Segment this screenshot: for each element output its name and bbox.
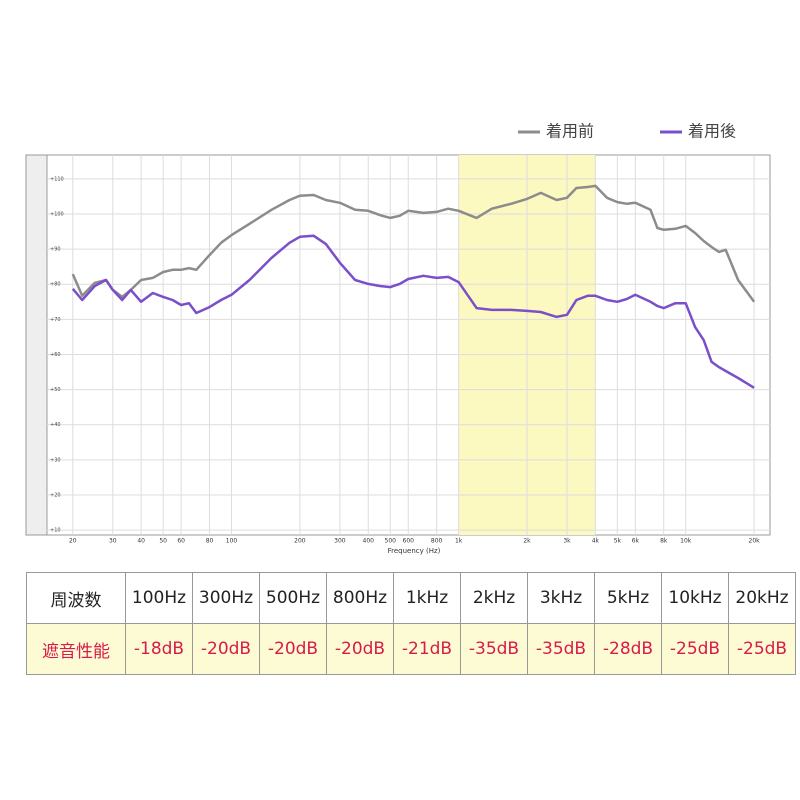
plot-frame xyxy=(25,154,771,536)
x-tick-label: 80 xyxy=(206,538,214,545)
x-tick-label: 5k xyxy=(614,538,622,545)
y-tick-label: +70 xyxy=(50,317,61,323)
y-tick-label: +100 xyxy=(50,212,64,218)
series-line xyxy=(71,234,755,389)
x-tick-label: 1k xyxy=(455,538,463,545)
x-tick-label: 800 xyxy=(431,538,443,545)
x-tick-label: 500 xyxy=(385,538,397,545)
y-tick-label: +40 xyxy=(50,422,61,428)
axis-strip xyxy=(25,154,48,536)
table-cell: -35dB xyxy=(460,623,528,675)
legend-label: 着用後 xyxy=(688,122,736,141)
y-tick-label: +10 xyxy=(50,528,61,534)
table-cell: 500Hz xyxy=(259,572,327,624)
table-cell: 遮音性能 xyxy=(26,623,126,675)
x-tick-label: 100 xyxy=(226,538,238,545)
x-tick-label: 400 xyxy=(363,538,375,545)
x-tick-label: 600 xyxy=(403,538,415,545)
x-axis-label: Frequency (Hz) xyxy=(388,547,441,555)
x-tick-label: 300 xyxy=(334,538,346,545)
y-tick-label: +30 xyxy=(50,457,61,463)
table-cell: 100Hz xyxy=(125,572,193,624)
y-tick-label: +90 xyxy=(50,247,61,253)
table-cell: 20kHz xyxy=(728,572,796,624)
x-tick-label: 60 xyxy=(177,538,185,545)
series-line xyxy=(71,184,756,303)
table: 周波数 100Hz 300Hz 500Hz 800Hz 1kHz 2kHz 3kHz 5kHz 1… xyxy=(26,572,796,675)
table-cell: 2kHz xyxy=(460,572,528,624)
x-tick-label: 200 xyxy=(294,538,306,545)
table-cell: -18dB xyxy=(125,623,193,675)
x-tick-label: 6k xyxy=(632,538,640,545)
table-cell: 1kHz xyxy=(393,572,461,624)
x-tick-label: 10k xyxy=(680,538,692,545)
y-tick-label: +50 xyxy=(50,387,61,393)
x-tick-label: 3k xyxy=(563,538,571,545)
table-cell: 周波数 xyxy=(26,572,126,624)
table-cell: -25dB xyxy=(728,623,796,675)
y-tick-label: +20 xyxy=(50,492,61,498)
legend-label: 着用前 xyxy=(546,122,594,141)
table-cell: -21dB xyxy=(393,623,461,675)
table-cell: -20dB xyxy=(192,623,260,675)
y-tick-label: +80 xyxy=(50,282,61,288)
table-cell: 300Hz xyxy=(192,572,260,624)
table-cell: -25dB xyxy=(661,623,729,675)
x-tick-label: 20 xyxy=(69,538,77,545)
table-cell: -20dB xyxy=(326,623,394,675)
table-cell: 3kHz xyxy=(527,572,595,624)
table-cell: -28dB xyxy=(594,623,662,675)
x-tick-label: 2k xyxy=(523,538,531,545)
table-cell: 800Hz xyxy=(326,572,394,624)
y-tick-label: +110 xyxy=(50,176,64,182)
y-tick-label: +60 xyxy=(50,352,61,358)
x-tick-label: 4k xyxy=(592,538,600,545)
data-row: 遮音性能 -18dB -20dB -20dB -20dB -21dB -35dB -35dB -… xyxy=(26,623,796,675)
table-cell: -20dB xyxy=(259,623,327,675)
x-tick-label: 20k xyxy=(749,538,761,545)
x-tick-label: 50 xyxy=(159,538,167,545)
chart: Frequency (Hz) 20 30 40 50 60 80 100 200 300 400 5… xyxy=(25,122,771,555)
x-tick-label: 8k xyxy=(660,538,668,545)
x-tick-label: 30 xyxy=(109,538,117,545)
header-row: 周波数 100Hz 300Hz 500Hz 800Hz 1kHz 2kHz 3kHz 5kHz 1… xyxy=(26,572,796,624)
table-cell: 5kHz xyxy=(594,572,662,624)
x-tick-label: 40 xyxy=(137,538,145,545)
table-cell: 10kHz xyxy=(661,572,729,624)
table-cell: -35dB xyxy=(527,623,595,675)
